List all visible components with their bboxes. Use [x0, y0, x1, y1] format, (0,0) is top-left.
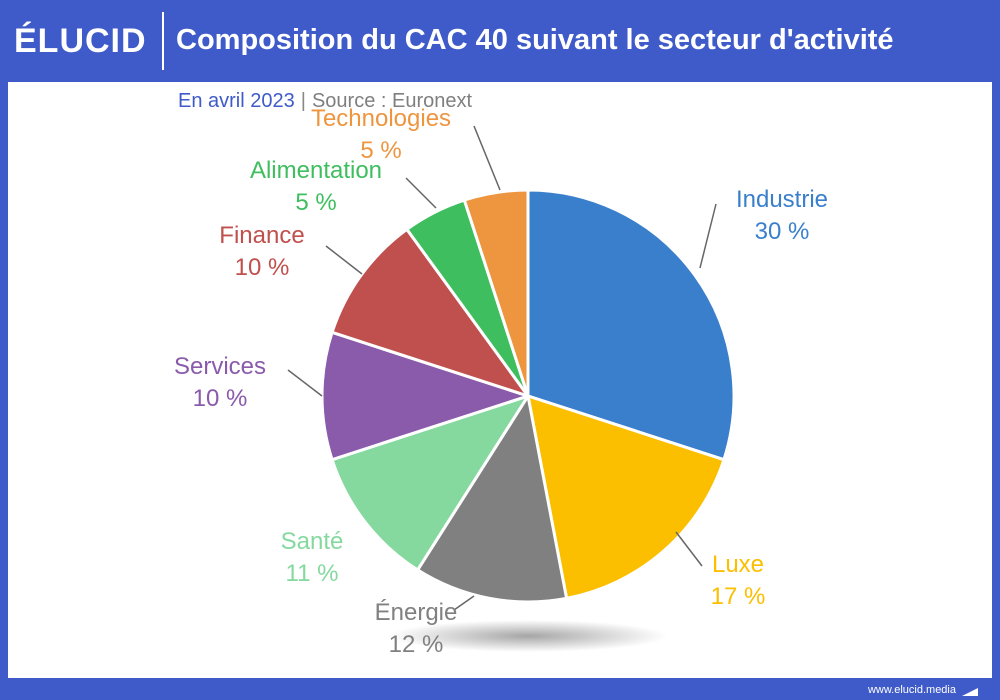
- pie-slice-technologies: [462, 188, 530, 398]
- subtitle-separator: |: [300, 90, 306, 112]
- slice-label: Industrie: [736, 186, 828, 213]
- pie-slice-industrie: [526, 188, 736, 462]
- slice-label: Santé: [281, 528, 344, 555]
- leader-line: [675, 531, 703, 567]
- leader-line: [453, 595, 475, 611]
- slice-value-label: 12 %: [389, 631, 444, 658]
- slice-value-label: 5 %: [360, 137, 401, 164]
- pie-slice-sante: [330, 394, 530, 572]
- slice-label: Finance: [219, 222, 304, 249]
- slice-label: Alimentation: [250, 157, 382, 184]
- slice-value-label: 17 %: [711, 583, 766, 610]
- leader-lines: [287, 125, 717, 611]
- subtitle-date: En avril 2023: [178, 90, 295, 112]
- brand-logo: ÉLUCID: [14, 22, 147, 60]
- slice-value-label: 10 %: [235, 254, 290, 281]
- leader-line: [473, 125, 501, 191]
- slice-label: Services: [174, 353, 266, 380]
- header-bar: ÉLUCID Composition du CAC 40 suivant le …: [0, 0, 1000, 82]
- chart-title: Composition du CAC 40 suivant le secteur…: [176, 24, 894, 56]
- footer-url[interactable]: www.elucid.media: [867, 684, 956, 696]
- chart-subtitle: En avril 2023 | Source : Euronext: [178, 90, 472, 113]
- pie-slice-luxe: [526, 394, 726, 600]
- slice-label: Technologies: [311, 105, 451, 132]
- slice-value-label: 30 %: [755, 218, 810, 245]
- leader-line: [325, 245, 363, 275]
- slice-value-label: 5 %: [295, 189, 336, 216]
- brand-mark-icon: [962, 688, 978, 696]
- slice-label: Énergie: [375, 599, 458, 626]
- slice-value-label: 10 %: [193, 385, 248, 412]
- subtitle-source: Source : Euronext: [311, 90, 473, 112]
- pie-slice-services: [320, 330, 530, 462]
- slice-labels: Industrie 30 % Luxe 17 % Énergie 12 % Santé 11 …: [174, 105, 828, 658]
- pie-shadow: [388, 620, 668, 652]
- pie-slice-energie: [416, 394, 569, 604]
- leader-line: [699, 203, 717, 269]
- pie-slices: [320, 188, 736, 604]
- pie-slice-finance: [330, 227, 530, 398]
- leader-line: [287, 369, 323, 397]
- slice-value-label: 11 %: [286, 560, 339, 587]
- slice-label: Luxe: [712, 551, 764, 578]
- header-divider: [162, 12, 164, 70]
- leader-line: [405, 177, 437, 209]
